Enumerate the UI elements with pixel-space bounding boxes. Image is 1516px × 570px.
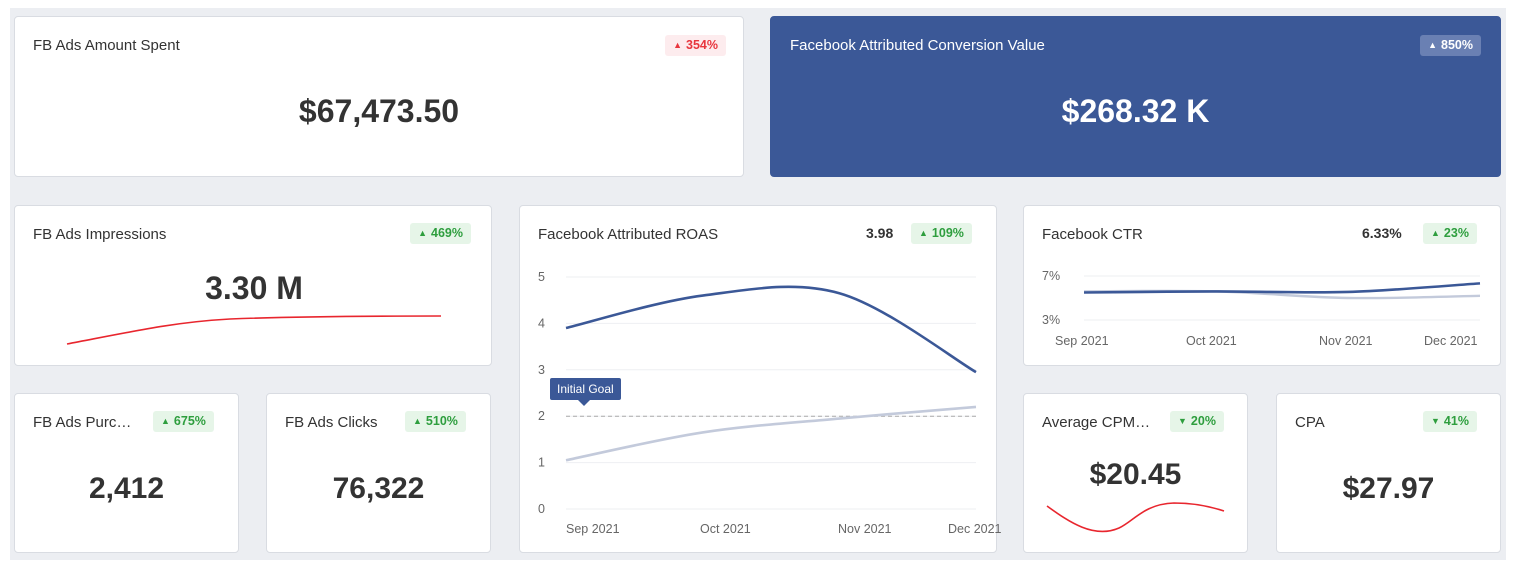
y-tick-label: 1	[538, 456, 545, 470]
y-tick-label: 0	[538, 502, 545, 516]
change-badge: ▲ 510%	[405, 411, 466, 432]
kpi-value: $27.97	[1342, 472, 1435, 505]
x-tick-label: Sep 2021	[1055, 334, 1109, 348]
y-tick-label: 2	[538, 409, 545, 423]
triangle-up-icon: ▲	[1428, 40, 1438, 50]
card-title: FB Ads Purc…	[33, 414, 132, 431]
roas-current-value: 3.98	[866, 225, 894, 241]
change-badge: ▲ 354%	[665, 35, 726, 56]
y-tick-label: 5	[538, 270, 545, 284]
x-tick-label: Nov 2021	[1319, 334, 1373, 348]
triangle-up-icon: ▲	[161, 416, 170, 426]
kpi-value: 76,322	[332, 472, 425, 505]
card-roas[interactable]: Facebook Attributed ROAS 3.98 ▲ 109% 0 1 2 3…	[519, 205, 1002, 553]
card-average-cpm[interactable]: Average CPM… ▼ 20% $20.45	[1023, 393, 1248, 553]
triangle-up-icon: ▲	[1431, 228, 1440, 238]
initial-goal-callout: Initial Goal	[550, 378, 621, 406]
card-fb-ads-clicks[interactable]: FB Ads Clicks ▲ 510% 76,322	[266, 393, 491, 553]
card-title: Average CPM…	[1042, 414, 1151, 431]
card-title: FB Ads Impressions	[33, 226, 167, 243]
card-fb-ads-amount-spent[interactable]: FB Ads Amount Spent ▲ 354% $67,473.50	[14, 16, 744, 177]
x-tick-label: Sep 2021	[566, 522, 620, 536]
x-tick-label: Oct 2021	[1186, 334, 1237, 348]
x-tick-label: Dec 2021	[948, 522, 1002, 536]
triangle-up-icon: ▲	[919, 228, 928, 238]
kpi-value: $20.45	[1089, 458, 1182, 491]
impressions-sparkline	[66, 315, 442, 345]
card-title: FB Ads Amount Spent	[33, 37, 180, 54]
kpi-value: 3.30 M	[205, 270, 303, 306]
triangle-up-icon: ▲	[413, 416, 422, 426]
card-ctr[interactable]: Facebook CTR 6.33% ▲ 23% 3% 7% Sep 2021 Oct …	[1023, 205, 1501, 366]
change-badge: ▲ 109%	[911, 223, 972, 244]
change-badge: ▲ 850%	[1420, 35, 1481, 56]
cpm-sparkline	[1046, 502, 1225, 533]
card-conversion-value[interactable]: Facebook Attributed Conversion Value ▲ 85…	[770, 16, 1501, 177]
change-badge: ▼ 41%	[1423, 411, 1477, 432]
card-title: CPA	[1295, 414, 1325, 431]
series-line	[565, 405, 977, 462]
y-tick-label: 3	[538, 363, 545, 377]
change-badge: ▲ 675%	[153, 411, 214, 432]
triangle-up-icon: ▲	[418, 228, 428, 238]
y-tick-label: 4	[538, 316, 545, 330]
change-badge: ▲ 23%	[1423, 223, 1477, 244]
x-tick-label: Nov 2021	[838, 522, 892, 536]
triangle-down-icon: ▼	[1431, 416, 1440, 426]
triangle-up-icon: ▲	[673, 40, 683, 50]
roas-line-chart: 0 1 2 3 4 5 Sep 2021 Oct 2021 Nov 2021 Dec 2021	[538, 270, 1002, 536]
change-badge: ▲ 469%	[410, 223, 471, 244]
card-title: FB Ads Clicks	[285, 414, 378, 431]
kpi-value: $268.32 K	[1061, 93, 1210, 129]
card-fb-ads-impressions[interactable]: FB Ads Impressions ▲ 469% 3.30 M	[14, 205, 492, 366]
y-tick-label: 7%	[1042, 269, 1060, 283]
ctr-line-chart: 3% 7% Sep 2021 Oct 2021 Nov 2021 Dec 2021	[1042, 269, 1481, 348]
triangle-down-icon: ▼	[1178, 416, 1187, 426]
card-fb-ads-purchases[interactable]: FB Ads Purc… ▲ 675% 2,412	[14, 393, 239, 553]
card-title: Facebook CTR	[1042, 226, 1143, 243]
ctr-current-value: 6.33%	[1362, 225, 1402, 241]
card-title: Facebook Attributed Conversion Value	[790, 37, 1045, 54]
change-badge: ▼ 20%	[1170, 411, 1224, 432]
series-line	[1083, 282, 1481, 294]
card-title: Facebook Attributed ROAS	[538, 226, 719, 243]
kpi-value: $67,473.50	[298, 93, 460, 129]
series-line	[565, 285, 977, 374]
card-cpa[interactable]: CPA ▼ 41% $27.97	[1276, 393, 1501, 553]
x-tick-label: Oct 2021	[700, 522, 751, 536]
y-tick-label: 3%	[1042, 313, 1060, 327]
kpi-value: 2,412	[88, 472, 165, 505]
x-tick-label: Dec 2021	[1424, 334, 1478, 348]
